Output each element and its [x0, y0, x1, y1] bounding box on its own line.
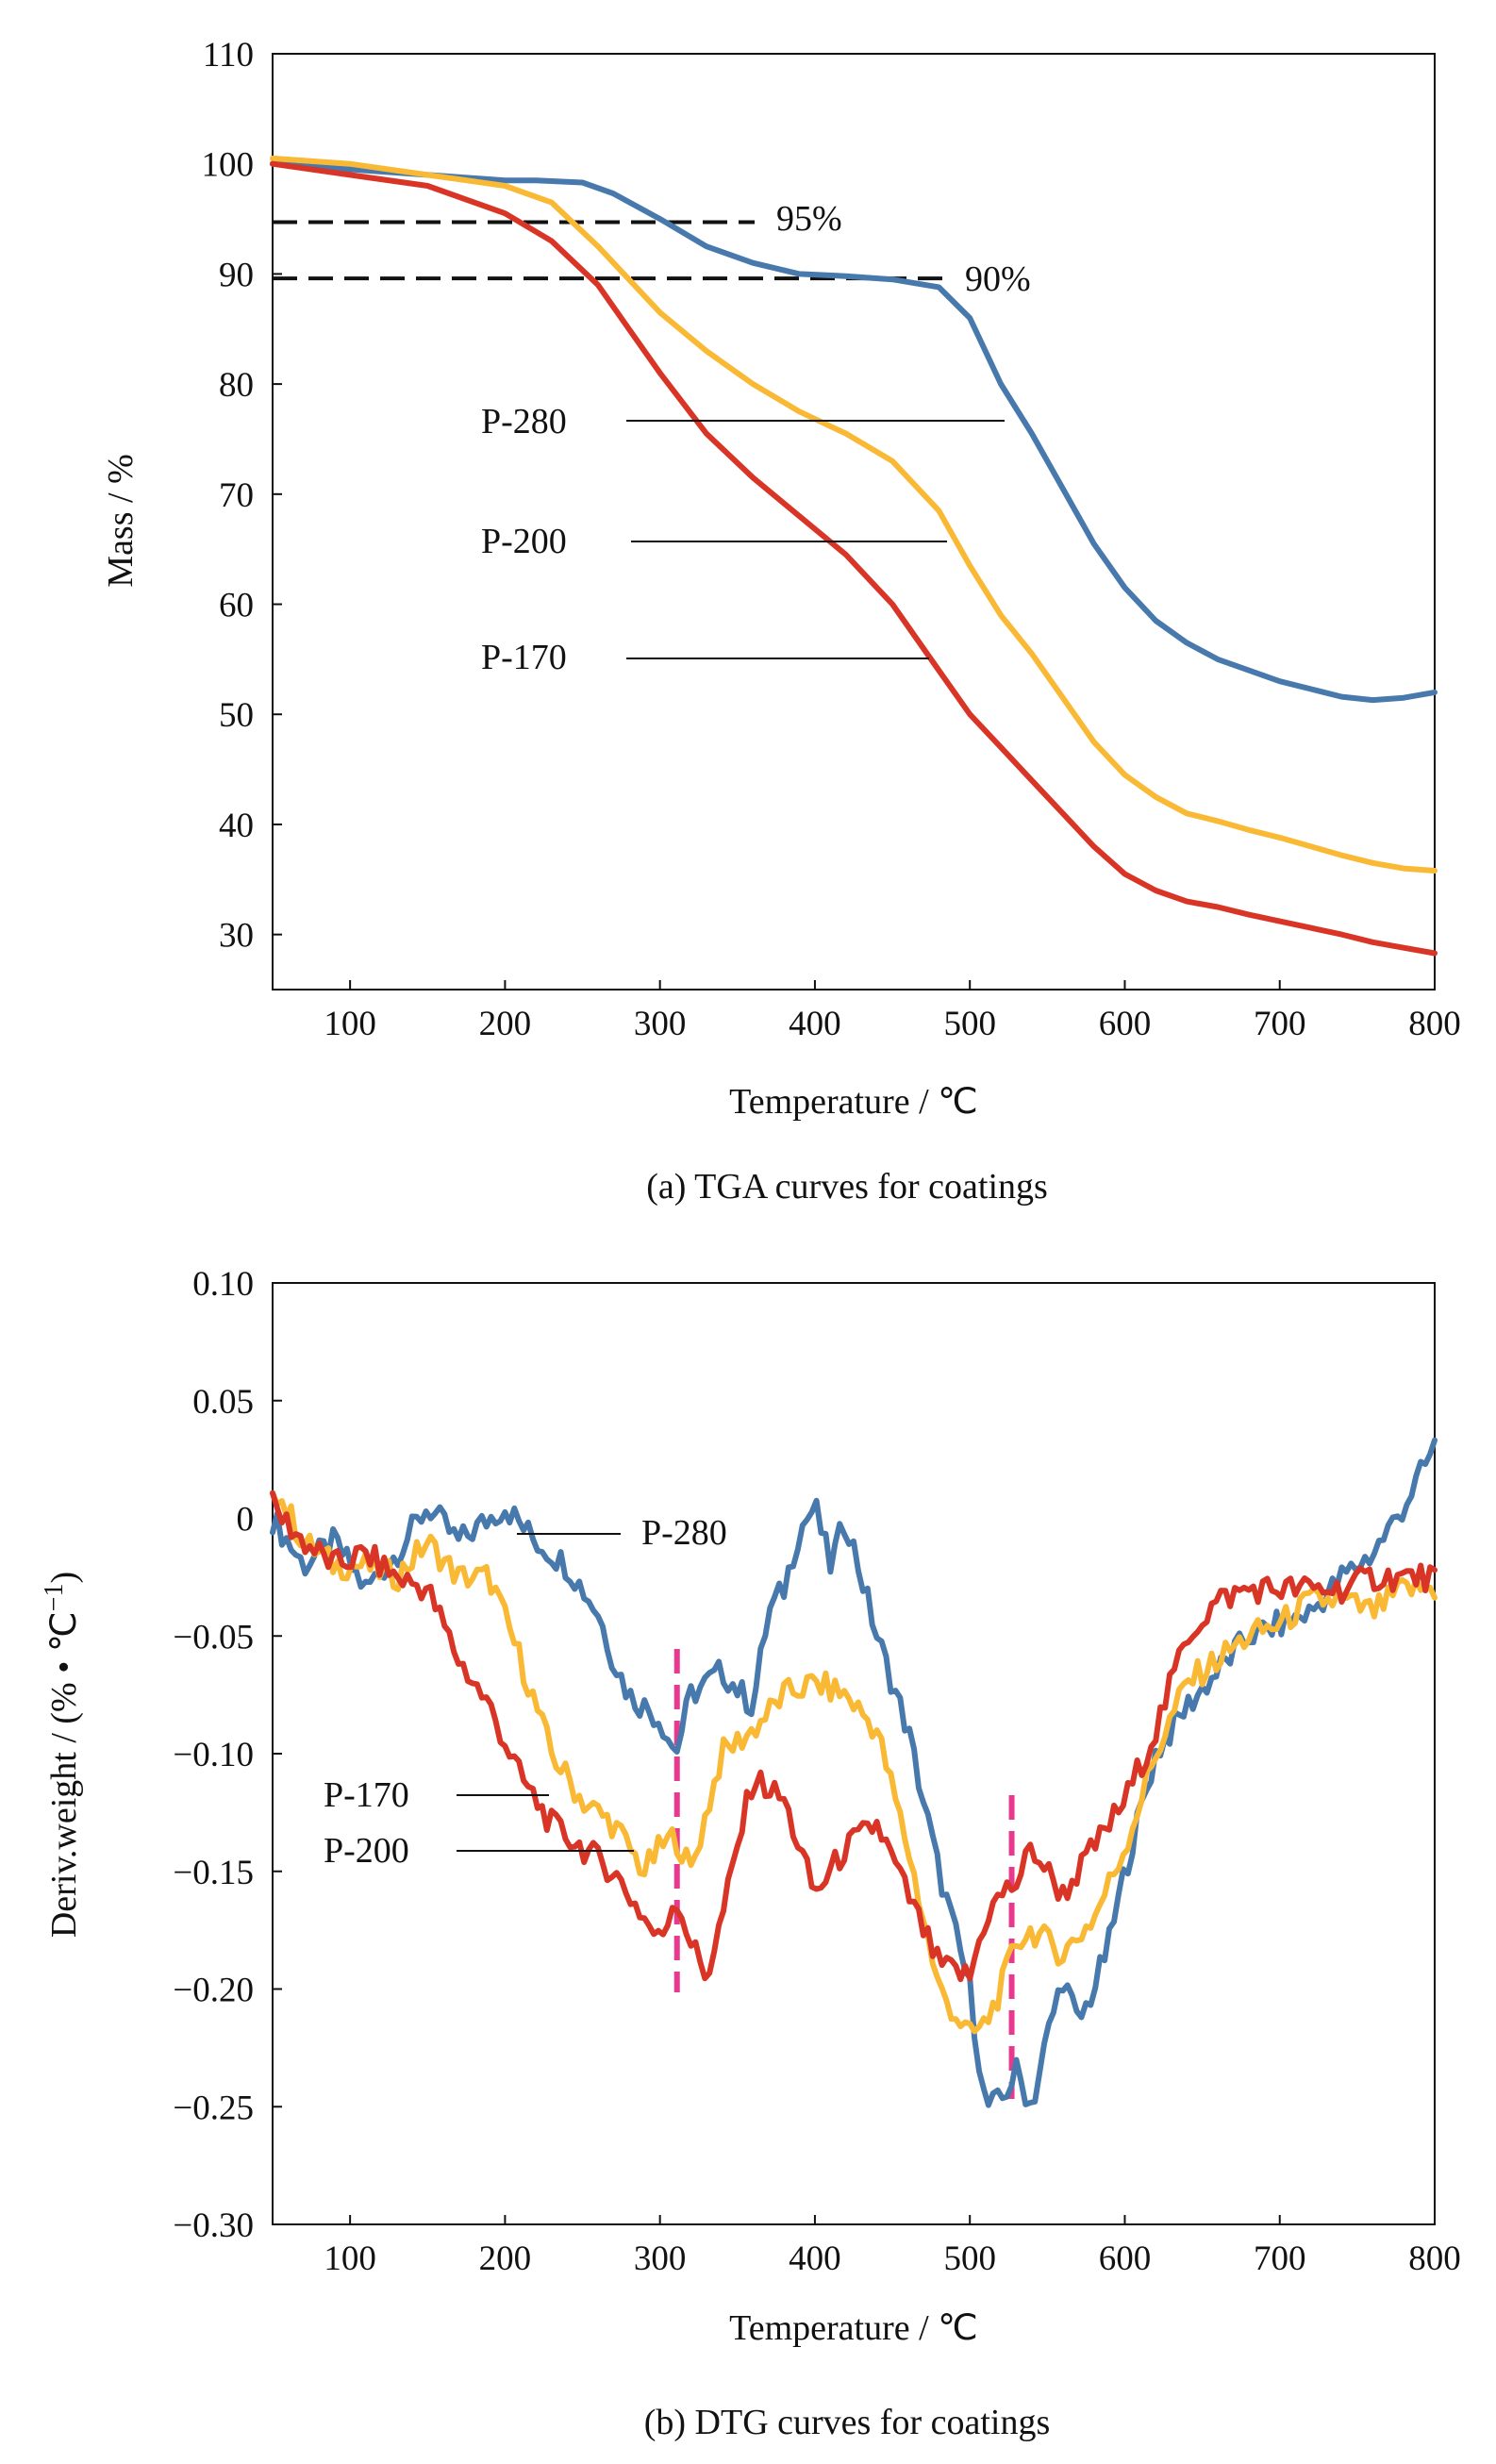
tga-plot-frame: [272, 53, 1436, 991]
tga-xtick-label: 600: [1099, 1005, 1152, 1043]
tga-ytick-label: 80: [219, 366, 254, 405]
tga-series-p-170: [270, 160, 1438, 957]
dtg-ylabel-close: ): [44, 1572, 84, 1584]
tga-ytick-label: 70: [219, 476, 254, 515]
tga-xtick-label: 100: [324, 1005, 376, 1043]
tga-series-p-280: [270, 160, 1438, 704]
dtg-ylabel-main: Deriv.weight / (% • ℃: [44, 1611, 84, 1938]
dtg-xtick-label: 700: [1254, 2239, 1306, 2278]
dtg-series: [270, 1437, 1438, 2108]
tga-xlabel: Temperature / ℃: [729, 1082, 978, 1122]
tga-label-p200: P-200: [481, 522, 567, 561]
tga-ytick-label: 90: [219, 256, 254, 294]
dtg-xtick-label: 100: [324, 2239, 376, 2278]
dtg-xtick-label: 800: [1408, 2239, 1461, 2278]
dtg-xtick-label: 200: [479, 2239, 532, 2278]
tga-ytick-label: 40: [219, 807, 254, 845]
tga-xtick-label: 200: [479, 1005, 532, 1043]
tga-ticks: 100 200 300 400 500 600 700 800 30 40 50 60 70 80 90 10…: [202, 36, 1461, 1043]
dtg-ytick-label: 0.05: [192, 1383, 254, 1422]
dtg-label-p170: P-170: [324, 1775, 409, 1815]
tga-ylabel: Mass / %: [101, 454, 141, 587]
dtg-ytick-label: 0.10: [192, 1265, 254, 1304]
dtg-ytick-label: 0: [237, 1501, 255, 1540]
dtg-series-p-200: [270, 1490, 1438, 2035]
dtg-xlabel: Temperature / ℃: [729, 2308, 978, 2348]
dtg-ytick-label: −0.30: [173, 2206, 254, 2245]
tga-xtick-label: 500: [943, 1005, 996, 1043]
tga-label-p170: P-170: [481, 638, 567, 677]
dtg-xtick-label: 600: [1099, 2239, 1152, 2278]
dtg-ticks: 100 200 300 400 500 600 700 800 0.10 0.05 0 −0.05 −0…: [173, 1265, 1460, 2278]
dtg-ylabel: Deriv.weight / (% • ℃−1): [40, 1572, 84, 1938]
dtg-plot-frame: [272, 1282, 1436, 2225]
dtg-series-p-280: [270, 1437, 1438, 2108]
dtg-xtick-label: 400: [789, 2239, 841, 2278]
tga-ytick-label: 110: [203, 36, 254, 75]
dtg-series-p-170: [270, 1490, 1438, 1983]
tga-ytick-label: 60: [219, 587, 254, 625]
dtg-caption: (b) DTG curves for coatings: [644, 2403, 1051, 2442]
tga-chart: 100 200 300 400 500 600 700 800 30 40 50 60 70 80 90 10…: [101, 36, 1461, 1207]
tga-ytick-label: 30: [219, 917, 254, 956]
dtg-ytick-label: −0.20: [173, 1972, 254, 2010]
dtg-ytick-label: −0.25: [173, 2089, 254, 2127]
dtg-xtick-label: 300: [634, 2239, 687, 2278]
tga-ytick-label: 50: [219, 696, 254, 735]
tga-ytick-label: 100: [202, 146, 255, 185]
dtg-chart: 100 200 300 400 500 600 700 800 0.10 0.05 0 −0.05 −0…: [40, 1265, 1461, 2442]
tga-label-p280: P-280: [481, 402, 567, 441]
tga-series: [270, 155, 1438, 957]
dtg-ytick-label: −0.15: [173, 1854, 254, 1892]
ref-label-90: 90%: [965, 259, 1031, 299]
dtg-xtick-label: 500: [943, 2239, 996, 2278]
ref-label-95: 95%: [776, 199, 842, 239]
dtg-ylabel-sup: −1: [40, 1584, 69, 1612]
tga-xtick-label: 400: [789, 1005, 841, 1043]
tga-xtick-label: 300: [634, 1005, 687, 1043]
dtg-ytick-label: −0.10: [173, 1736, 254, 1774]
dtg-label-p280: P-280: [641, 1513, 727, 1553]
tga-series-p-200: [270, 155, 1438, 874]
tga-xtick-label: 700: [1254, 1005, 1306, 1043]
tga-caption: (a) TGA curves for coatings: [646, 1167, 1048, 1207]
dtg-label-p200: P-200: [324, 1831, 409, 1871]
dtg-ytick-label: −0.05: [173, 1618, 254, 1657]
tga-xtick-label: 800: [1408, 1005, 1461, 1043]
tga-reference-lines: [273, 220, 946, 281]
